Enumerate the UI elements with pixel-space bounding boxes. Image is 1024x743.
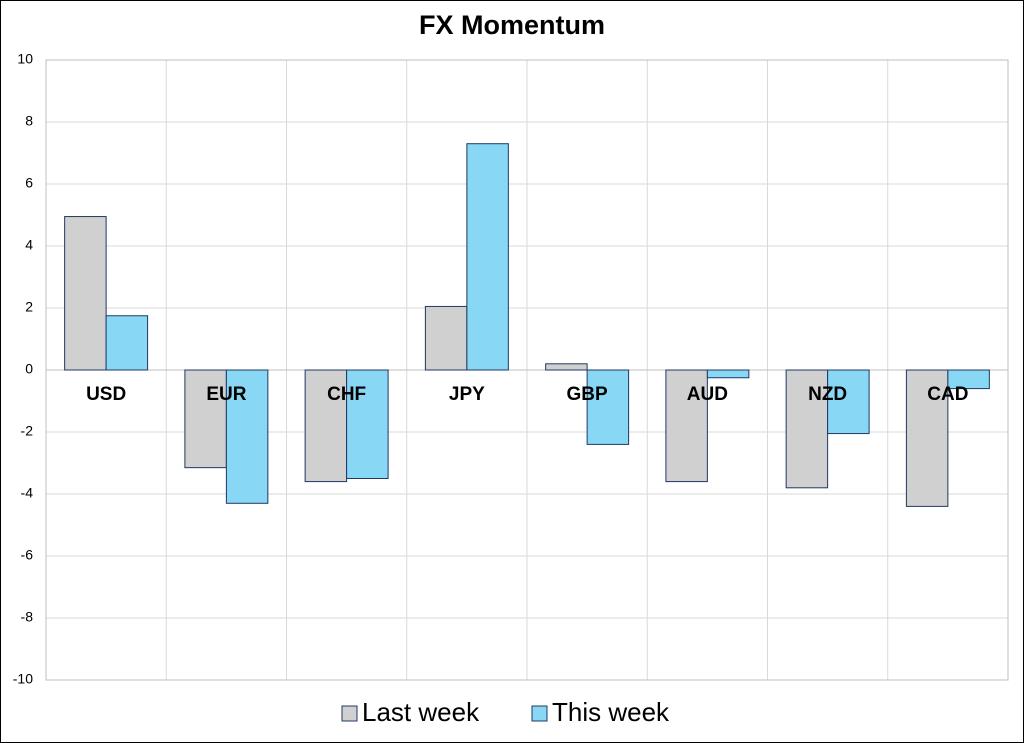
bar — [706, 369, 750, 379]
y-tick-label: -4 — [21, 485, 34, 501]
bar — [105, 315, 149, 371]
y-tick-label: 8 — [25, 113, 33, 129]
x-tick-label: GBP — [567, 384, 609, 405]
legend-swatch — [341, 705, 358, 722]
y-tick-label: -10 — [13, 671, 33, 687]
bar — [905, 369, 949, 507]
x-tick-label: EUR — [206, 384, 246, 405]
bar — [466, 143, 509, 371]
x-tick-label: CAD — [927, 384, 968, 405]
y-tick-label: 6 — [25, 175, 33, 191]
bar — [947, 369, 990, 390]
x-tick-label: JPY — [449, 384, 485, 405]
y-tick-label: 0 — [25, 361, 33, 377]
chart-title: FX Momentum — [419, 10, 605, 40]
bar — [424, 305, 468, 371]
bar — [225, 369, 269, 504]
y-tick-label: -2 — [21, 423, 34, 439]
legend-swatch — [531, 705, 548, 722]
y-tick-label: 4 — [25, 237, 33, 253]
x-tick-label: NZD — [808, 384, 847, 405]
bar — [665, 369, 708, 483]
legend-label: This week — [552, 697, 670, 727]
bar — [586, 369, 630, 445]
y-tick-label: -6 — [21, 547, 34, 563]
x-tick-label: USD — [86, 384, 126, 405]
legend-label: Last week — [362, 697, 480, 727]
bar — [346, 369, 389, 479]
bar — [184, 369, 227, 469]
y-tick-label: 2 — [25, 299, 33, 315]
bar — [545, 363, 588, 371]
bar — [64, 216, 107, 371]
bar — [785, 369, 829, 489]
y-tick-label: -8 — [21, 609, 34, 625]
x-tick-label: AUD — [687, 384, 728, 405]
bar — [827, 369, 870, 435]
x-tick-label: CHF — [327, 384, 366, 405]
y-tick-label: 10 — [17, 51, 33, 67]
